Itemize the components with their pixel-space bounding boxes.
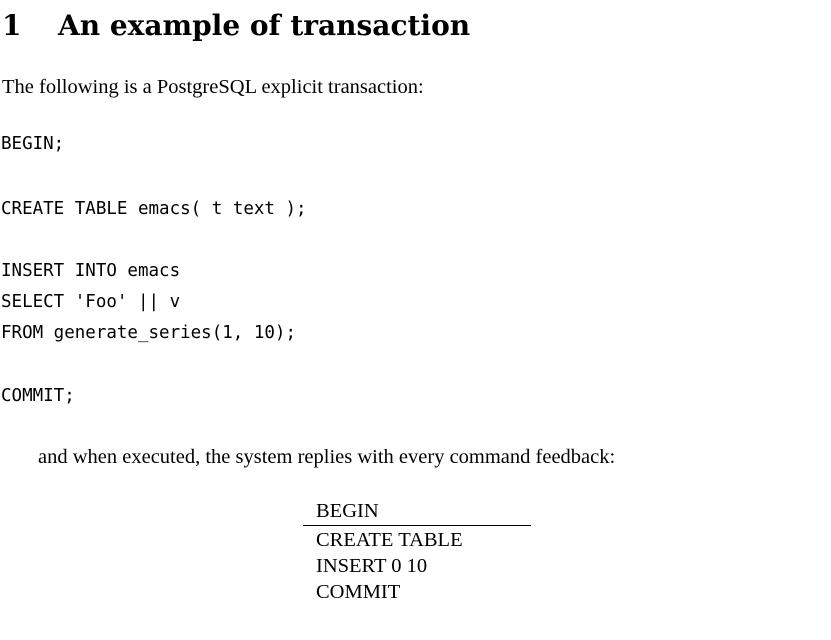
table-rule bbox=[303, 525, 531, 526]
code-line-create-table: CREATE TABLE emacs( t text ); bbox=[1, 199, 307, 219]
section-heading: 1 An example of transaction bbox=[2, 8, 470, 44]
followup-paragraph: and when executed, the system replies wi… bbox=[38, 446, 616, 468]
code-line-from: FROM generate_series(1, 10); bbox=[1, 323, 297, 343]
code-line-begin: BEGIN; bbox=[1, 134, 65, 154]
feedback-table: BEGIN CREATE TABLE INSERT 0 10 COMMIT bbox=[303, 498, 531, 605]
section-number: 1 bbox=[2, 9, 22, 42]
section-title: An example of transaction bbox=[58, 9, 471, 42]
code-line-insert-into: INSERT INTO emacs bbox=[1, 261, 181, 281]
feedback-row-insert: INSERT 0 10 bbox=[316, 555, 428, 577]
feedback-row-create-table: CREATE TABLE bbox=[316, 529, 463, 551]
intro-paragraph: The following is a PostgreSQL explicit t… bbox=[2, 76, 424, 98]
code-line-select: SELECT 'Foo' || v bbox=[1, 292, 181, 312]
feedback-row-commit: COMMIT bbox=[316, 581, 401, 603]
code-line-commit: COMMIT; bbox=[1, 386, 75, 406]
feedback-row-begin: BEGIN bbox=[316, 500, 379, 522]
